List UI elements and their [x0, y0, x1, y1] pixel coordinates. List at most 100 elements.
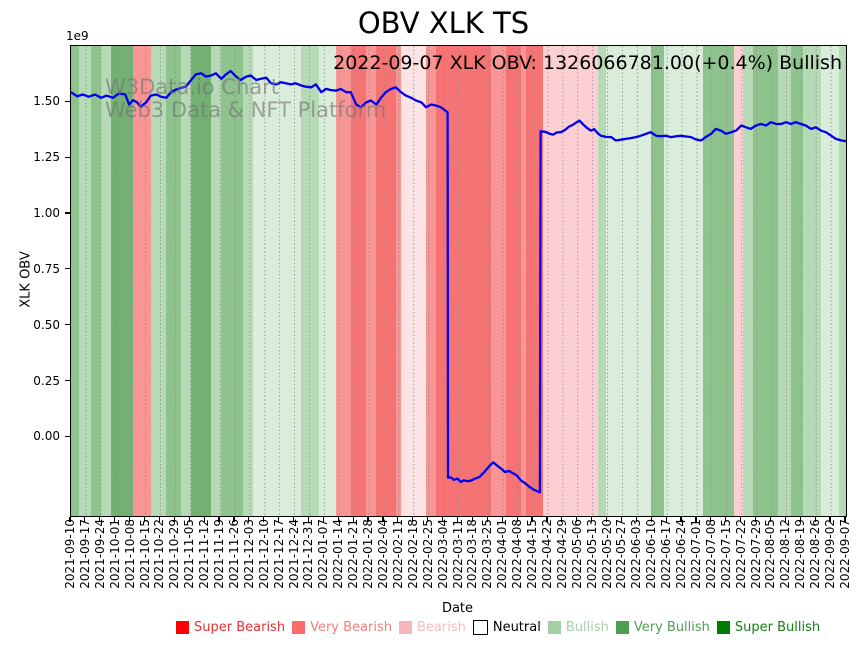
x-tick-label: 2022-06-03 — [629, 519, 644, 589]
x-tick-mark — [158, 516, 160, 522]
x-tick-label: 2022-04-01 — [495, 519, 510, 589]
x-tick-mark — [769, 516, 772, 522]
obv-series-line — [71, 69, 846, 494]
latest-value-annotation: 2022-09-07 XLK OBV: 1326066781.00(+0.4%)… — [333, 52, 842, 74]
legend-item: Very Bullish — [615, 620, 710, 635]
x-tick-label: 2022-01-14 — [331, 519, 346, 589]
sentiment-band — [436, 46, 492, 516]
x-tick-mark — [173, 516, 175, 522]
sentiment-band — [211, 46, 222, 516]
x-tick-label: 2022-03-25 — [480, 519, 495, 589]
sentiment-band — [336, 46, 351, 516]
x-tick-mark — [829, 516, 831, 522]
x-tick-label: 2021-11-05 — [182, 519, 197, 589]
x-tick-mark — [784, 516, 786, 522]
x-tick-mark — [322, 516, 324, 522]
x-tick-label: 2022-06-10 — [644, 519, 659, 589]
sentiment-band — [150, 46, 167, 516]
x-tick-mark — [516, 516, 518, 522]
x-tick-label: 2022-07-08 — [703, 519, 718, 589]
x-tick-mark — [99, 516, 101, 522]
sentiment-band — [350, 46, 367, 516]
legend-swatch-icon — [292, 621, 306, 634]
x-tick-mark — [710, 516, 712, 522]
x-tick-mark — [203, 516, 205, 522]
x-tick-label: 2022-01-07 — [316, 519, 331, 589]
y-tick-mark — [65, 435, 70, 437]
sentiment-band — [71, 46, 79, 516]
x-tick-label: 2022-08-19 — [793, 519, 808, 589]
x-tick-mark — [754, 516, 757, 522]
legend-item: Bearish — [398, 620, 466, 635]
plot-area: W3Data.io Chart Web3 Data & NFT Platform… — [70, 45, 847, 517]
x-tick-label: 2022-05-13 — [584, 519, 599, 589]
x-tick-label: 2022-05-20 — [599, 519, 614, 589]
sentiment-band — [243, 46, 254, 516]
legend-item: Bullish — [547, 620, 609, 635]
sentiment-band — [742, 46, 753, 516]
legend-label: Bearish — [416, 620, 466, 635]
x-tick-mark — [233, 516, 235, 522]
x-tick-label: 2022-05-06 — [569, 519, 584, 589]
y-tick-label: 1.25 — [33, 150, 60, 165]
x-tick-mark — [546, 516, 548, 522]
legend-swatch-icon — [176, 621, 189, 634]
sentiment-band — [253, 46, 302, 516]
x-tick-mark — [114, 516, 116, 522]
sentiment-band — [790, 46, 804, 516]
y-tick-label: 1.00 — [33, 205, 60, 220]
x-tick-label: 2022-05-27 — [614, 519, 629, 589]
legend-label: Very Bullish — [633, 620, 710, 635]
y-tick-mark — [65, 212, 70, 214]
sentiment-band — [91, 46, 102, 516]
x-tick-label: 2021-10-01 — [107, 519, 122, 589]
x-axis-title: Date — [441, 601, 474, 616]
y-tick-mark — [65, 156, 70, 158]
legend-item: Neutral — [472, 620, 541, 635]
legend-swatch-icon — [472, 620, 488, 635]
sentiment-band — [605, 46, 651, 516]
x-tick-label: 2022-04-08 — [510, 519, 525, 589]
x-tick-mark — [531, 516, 533, 522]
sentiment-band — [598, 46, 606, 516]
x-tick-label: 2021-11-26 — [226, 519, 241, 589]
y-tick-mark — [65, 324, 70, 326]
sentiment-band — [542, 46, 598, 516]
x-tick-mark — [605, 516, 608, 522]
x-tick-label: 2022-02-11 — [390, 519, 405, 589]
y-tick-label: 1.50 — [33, 94, 60, 109]
sentiment-band — [803, 46, 822, 516]
sentiment-band — [505, 46, 522, 516]
x-tick-label: 2022-09-02 — [823, 519, 838, 589]
x-tick-mark — [561, 516, 563, 522]
x-tick-label: 2021-12-03 — [241, 519, 256, 589]
x-tick-mark — [188, 516, 190, 522]
x-tick-mark — [695, 516, 697, 522]
x-tick-mark — [337, 516, 339, 522]
x-tick-label: 2022-03-04 — [435, 519, 450, 589]
legend-item: Super Bullish — [716, 620, 820, 635]
x-tick-mark — [740, 516, 742, 522]
x-tick-mark — [576, 516, 578, 522]
legend-label: Neutral — [492, 620, 541, 635]
legend-item: Very Bearish — [292, 620, 392, 635]
legend-swatch-icon — [615, 621, 629, 634]
sentiment-band — [521, 46, 526, 516]
x-tick-mark — [844, 516, 846, 522]
sentiment-band — [181, 46, 192, 516]
legend-label: Super Bearish — [194, 620, 286, 635]
y-tick-mark — [65, 268, 70, 270]
sentiment-band — [425, 46, 436, 516]
x-tick-label: 2022-04-22 — [539, 519, 554, 589]
legend-swatch-icon — [398, 621, 412, 634]
x-tick-label: 2021-09-10 — [63, 519, 77, 589]
x-tick-label: 2022-02-04 — [375, 519, 390, 589]
x-tick-label: 2022-07-22 — [733, 519, 748, 589]
x-tick-label: 2022-07-01 — [688, 519, 703, 589]
x-tick-mark — [352, 516, 354, 522]
sentiment-band — [733, 46, 743, 516]
x-tick-label: 2021-12-10 — [256, 519, 271, 589]
y-tick-label: 0.75 — [33, 261, 60, 276]
x-tick-label: 2022-08-12 — [778, 519, 793, 589]
legend-swatch-icon — [716, 621, 730, 634]
